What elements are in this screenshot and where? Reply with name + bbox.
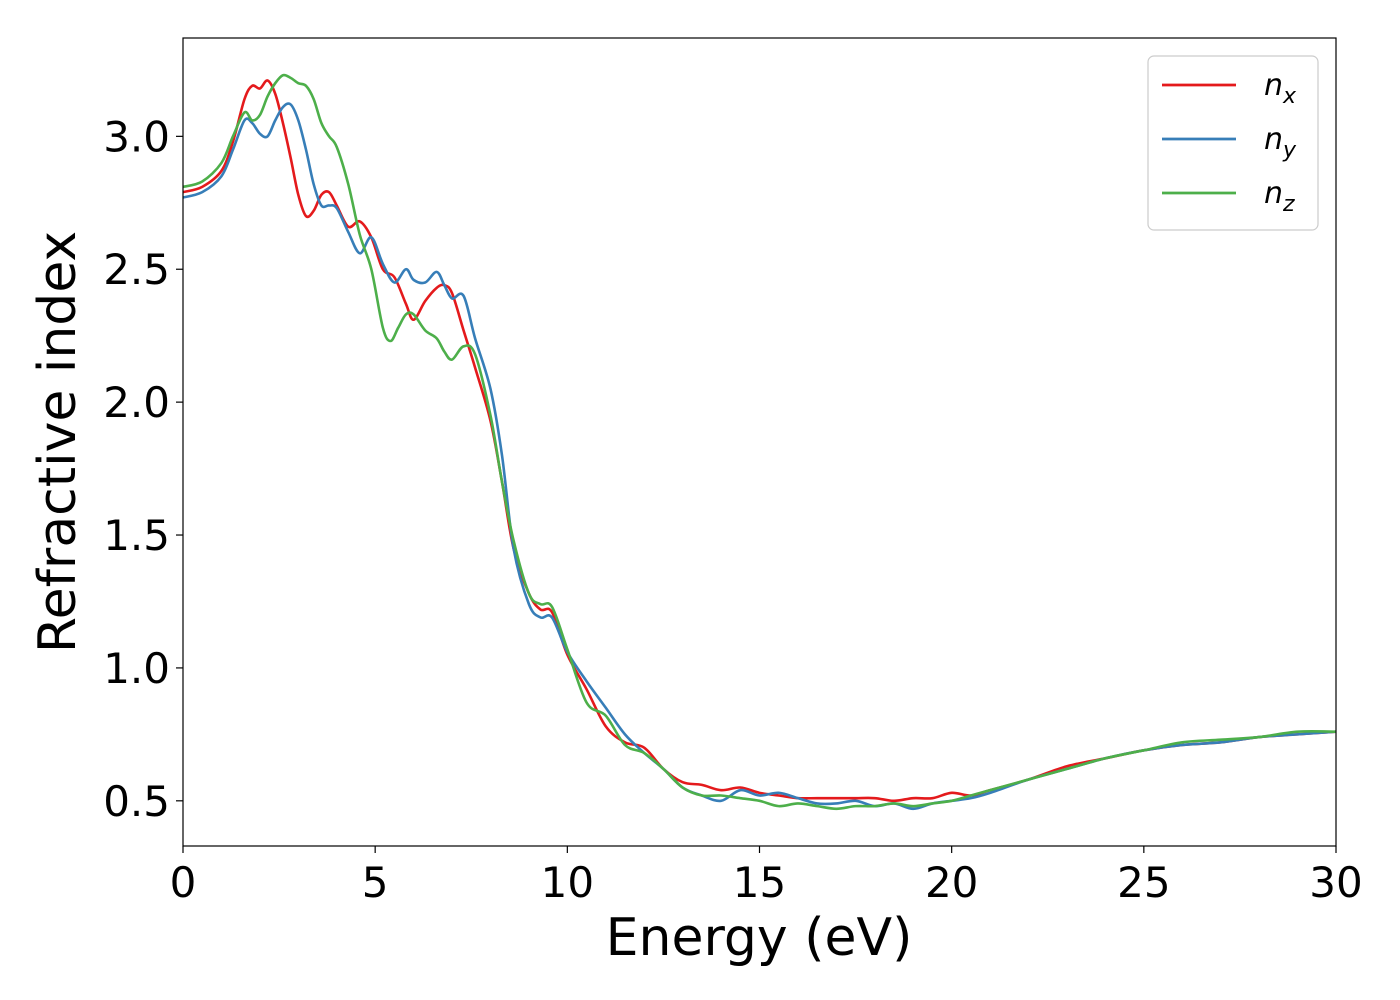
y-tick-label: 2.5: [103, 245, 170, 294]
legend-box: [1147, 55, 1319, 231]
x-tick-label: 5: [362, 858, 389, 907]
series-line-z: [182, 73, 1337, 811]
x-axis-ticks: 0 5 10 15 20 25 30: [170, 846, 1363, 907]
series-layer: [182, 73, 1337, 811]
legend-label-y: ny: [1264, 122, 1297, 163]
x-tick-label: 25: [1117, 858, 1170, 907]
y-tick-label: 1.5: [103, 511, 170, 560]
legend-label-x: nx: [1264, 68, 1297, 109]
legend-label-z: nz: [1264, 176, 1295, 217]
y-tick-label: 3.0: [103, 112, 170, 161]
series-line-x: [182, 79, 1337, 803]
x-tick-label: 0: [170, 858, 197, 907]
y-axis-label: Refractive index: [28, 231, 88, 653]
y-axis-ticks: 0.5 1.0 1.5 2.0 2.5 3.0: [103, 112, 183, 826]
y-tick-label: 2.0: [103, 378, 170, 427]
x-tick-label: 10: [541, 858, 594, 907]
y-tick-label: 0.5: [103, 777, 170, 826]
legend: nx ny nz: [1147, 55, 1319, 231]
y-tick-label: 1.0: [103, 644, 170, 693]
x-axis-label: Energy (eV): [606, 908, 913, 968]
x-tick-label: 20: [925, 858, 978, 907]
x-tick-label: 15: [733, 858, 786, 907]
x-tick-label: 30: [1309, 858, 1362, 907]
